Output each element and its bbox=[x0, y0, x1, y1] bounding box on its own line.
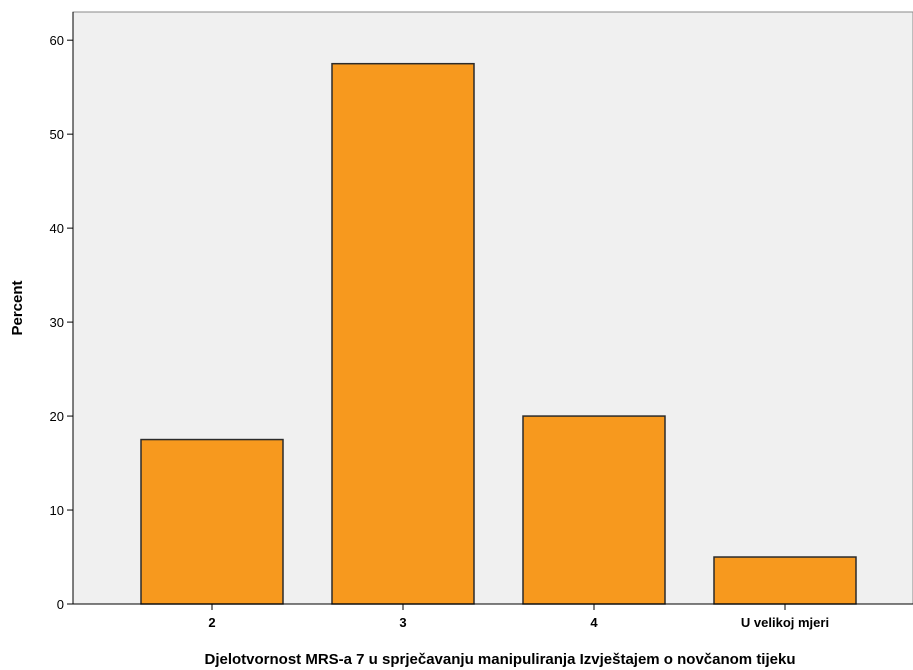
bar-2 bbox=[331, 62, 475, 605]
y-tick-label: 0 bbox=[57, 597, 64, 612]
y-tick-label: 10 bbox=[50, 503, 64, 518]
y-tick-label: 60 bbox=[50, 33, 64, 48]
y-tick-label: 30 bbox=[50, 315, 64, 330]
bar-3 bbox=[522, 415, 666, 605]
y-tick-label: 40 bbox=[50, 221, 64, 236]
y-tick-label: 20 bbox=[50, 409, 64, 424]
x-tick-label: U velikoj mjeri bbox=[741, 615, 829, 630]
x-tick-label: 4 bbox=[590, 615, 598, 630]
y-axis-title: Percent bbox=[9, 280, 26, 335]
y-tick-label: 50 bbox=[50, 127, 64, 142]
x-axis-title: Djelotvornost MRS-a 7 u sprječavanju man… bbox=[205, 651, 796, 668]
x-tick-label: 3 bbox=[399, 615, 406, 630]
bar-4 bbox=[713, 556, 857, 605]
x-tick-label: 2 bbox=[208, 615, 215, 630]
x-axis: 2 3 4 U velikoj mjeri bbox=[73, 603, 913, 630]
y-axis: 0 10 20 30 40 50 60 bbox=[50, 12, 74, 612]
bar-1 bbox=[140, 438, 284, 605]
